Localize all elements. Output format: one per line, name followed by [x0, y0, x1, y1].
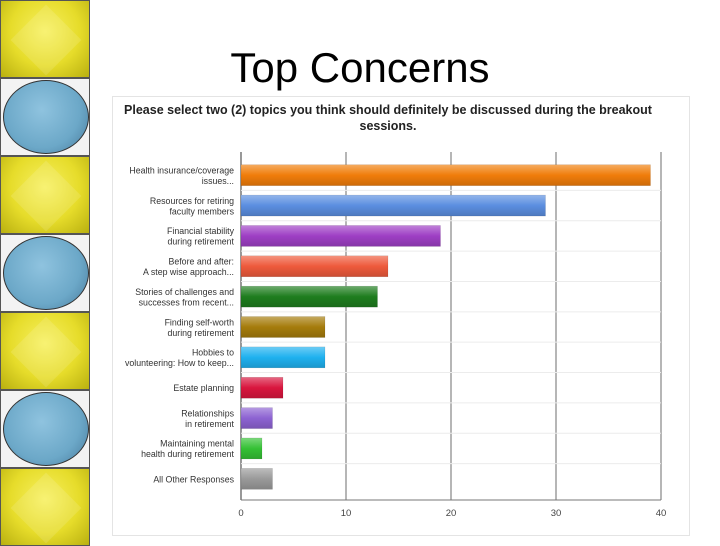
category-label: faculty members	[169, 206, 234, 216]
bar	[240, 164, 651, 186]
x-tick-label: 40	[656, 508, 667, 519]
blue-circle-tile	[0, 390, 90, 468]
decorative-sidebar	[0, 0, 90, 546]
category-label: Financial stability	[167, 226, 235, 236]
bar	[240, 346, 326, 369]
yellow-tile	[0, 312, 90, 390]
category-label: in retirement	[185, 419, 234, 429]
category-label: Relationships	[181, 408, 234, 418]
category-label: All Other Responses	[153, 474, 234, 484]
category-label: during retirement	[168, 328, 235, 338]
category-label: volunteering: How to keep...	[125, 358, 234, 368]
circle-shape	[3, 80, 89, 154]
category-label: issues...	[202, 176, 234, 186]
bar	[240, 437, 263, 460]
category-label: Stories of challenges and	[135, 287, 234, 297]
x-tick-label: 10	[341, 508, 352, 519]
chart-title: Please select two (2) topics you think s…	[124, 103, 652, 133]
yellow-tile	[0, 468, 90, 546]
yellow-tile	[0, 156, 90, 234]
category-label: Estate planning	[173, 383, 234, 393]
category-label: Maintaining mental	[160, 439, 234, 449]
category-label: health during retirement	[141, 449, 234, 459]
category-label: Resources for retiring	[150, 196, 234, 206]
category-label: Health insurance/coverage	[129, 165, 234, 175]
bar	[240, 407, 273, 429]
circle-shape	[3, 236, 89, 310]
category-label: Before and after:	[168, 257, 234, 267]
blue-circle-tile	[0, 234, 90, 312]
blue-circle-tile	[0, 78, 90, 156]
bar	[240, 468, 273, 490]
category-label: Hobbies to	[192, 348, 234, 358]
category-label: during retirement	[168, 237, 235, 247]
slide-title: Top Concerns	[230, 44, 490, 91]
x-tick-label: 0	[238, 508, 243, 519]
bar	[240, 285, 378, 308]
bar	[240, 194, 546, 217]
bar	[240, 255, 389, 278]
bar	[240, 225, 441, 247]
circle-shape	[3, 392, 89, 466]
bar	[240, 376, 284, 399]
category-label: successes from recent...	[139, 297, 234, 307]
category-label: Finding self-worth	[165, 317, 235, 327]
bar	[240, 316, 326, 338]
x-tick-label: 20	[446, 508, 457, 519]
yellow-tile	[0, 0, 90, 78]
x-tick-label: 30	[551, 508, 562, 519]
category-label: A step wise approach...	[143, 267, 234, 277]
